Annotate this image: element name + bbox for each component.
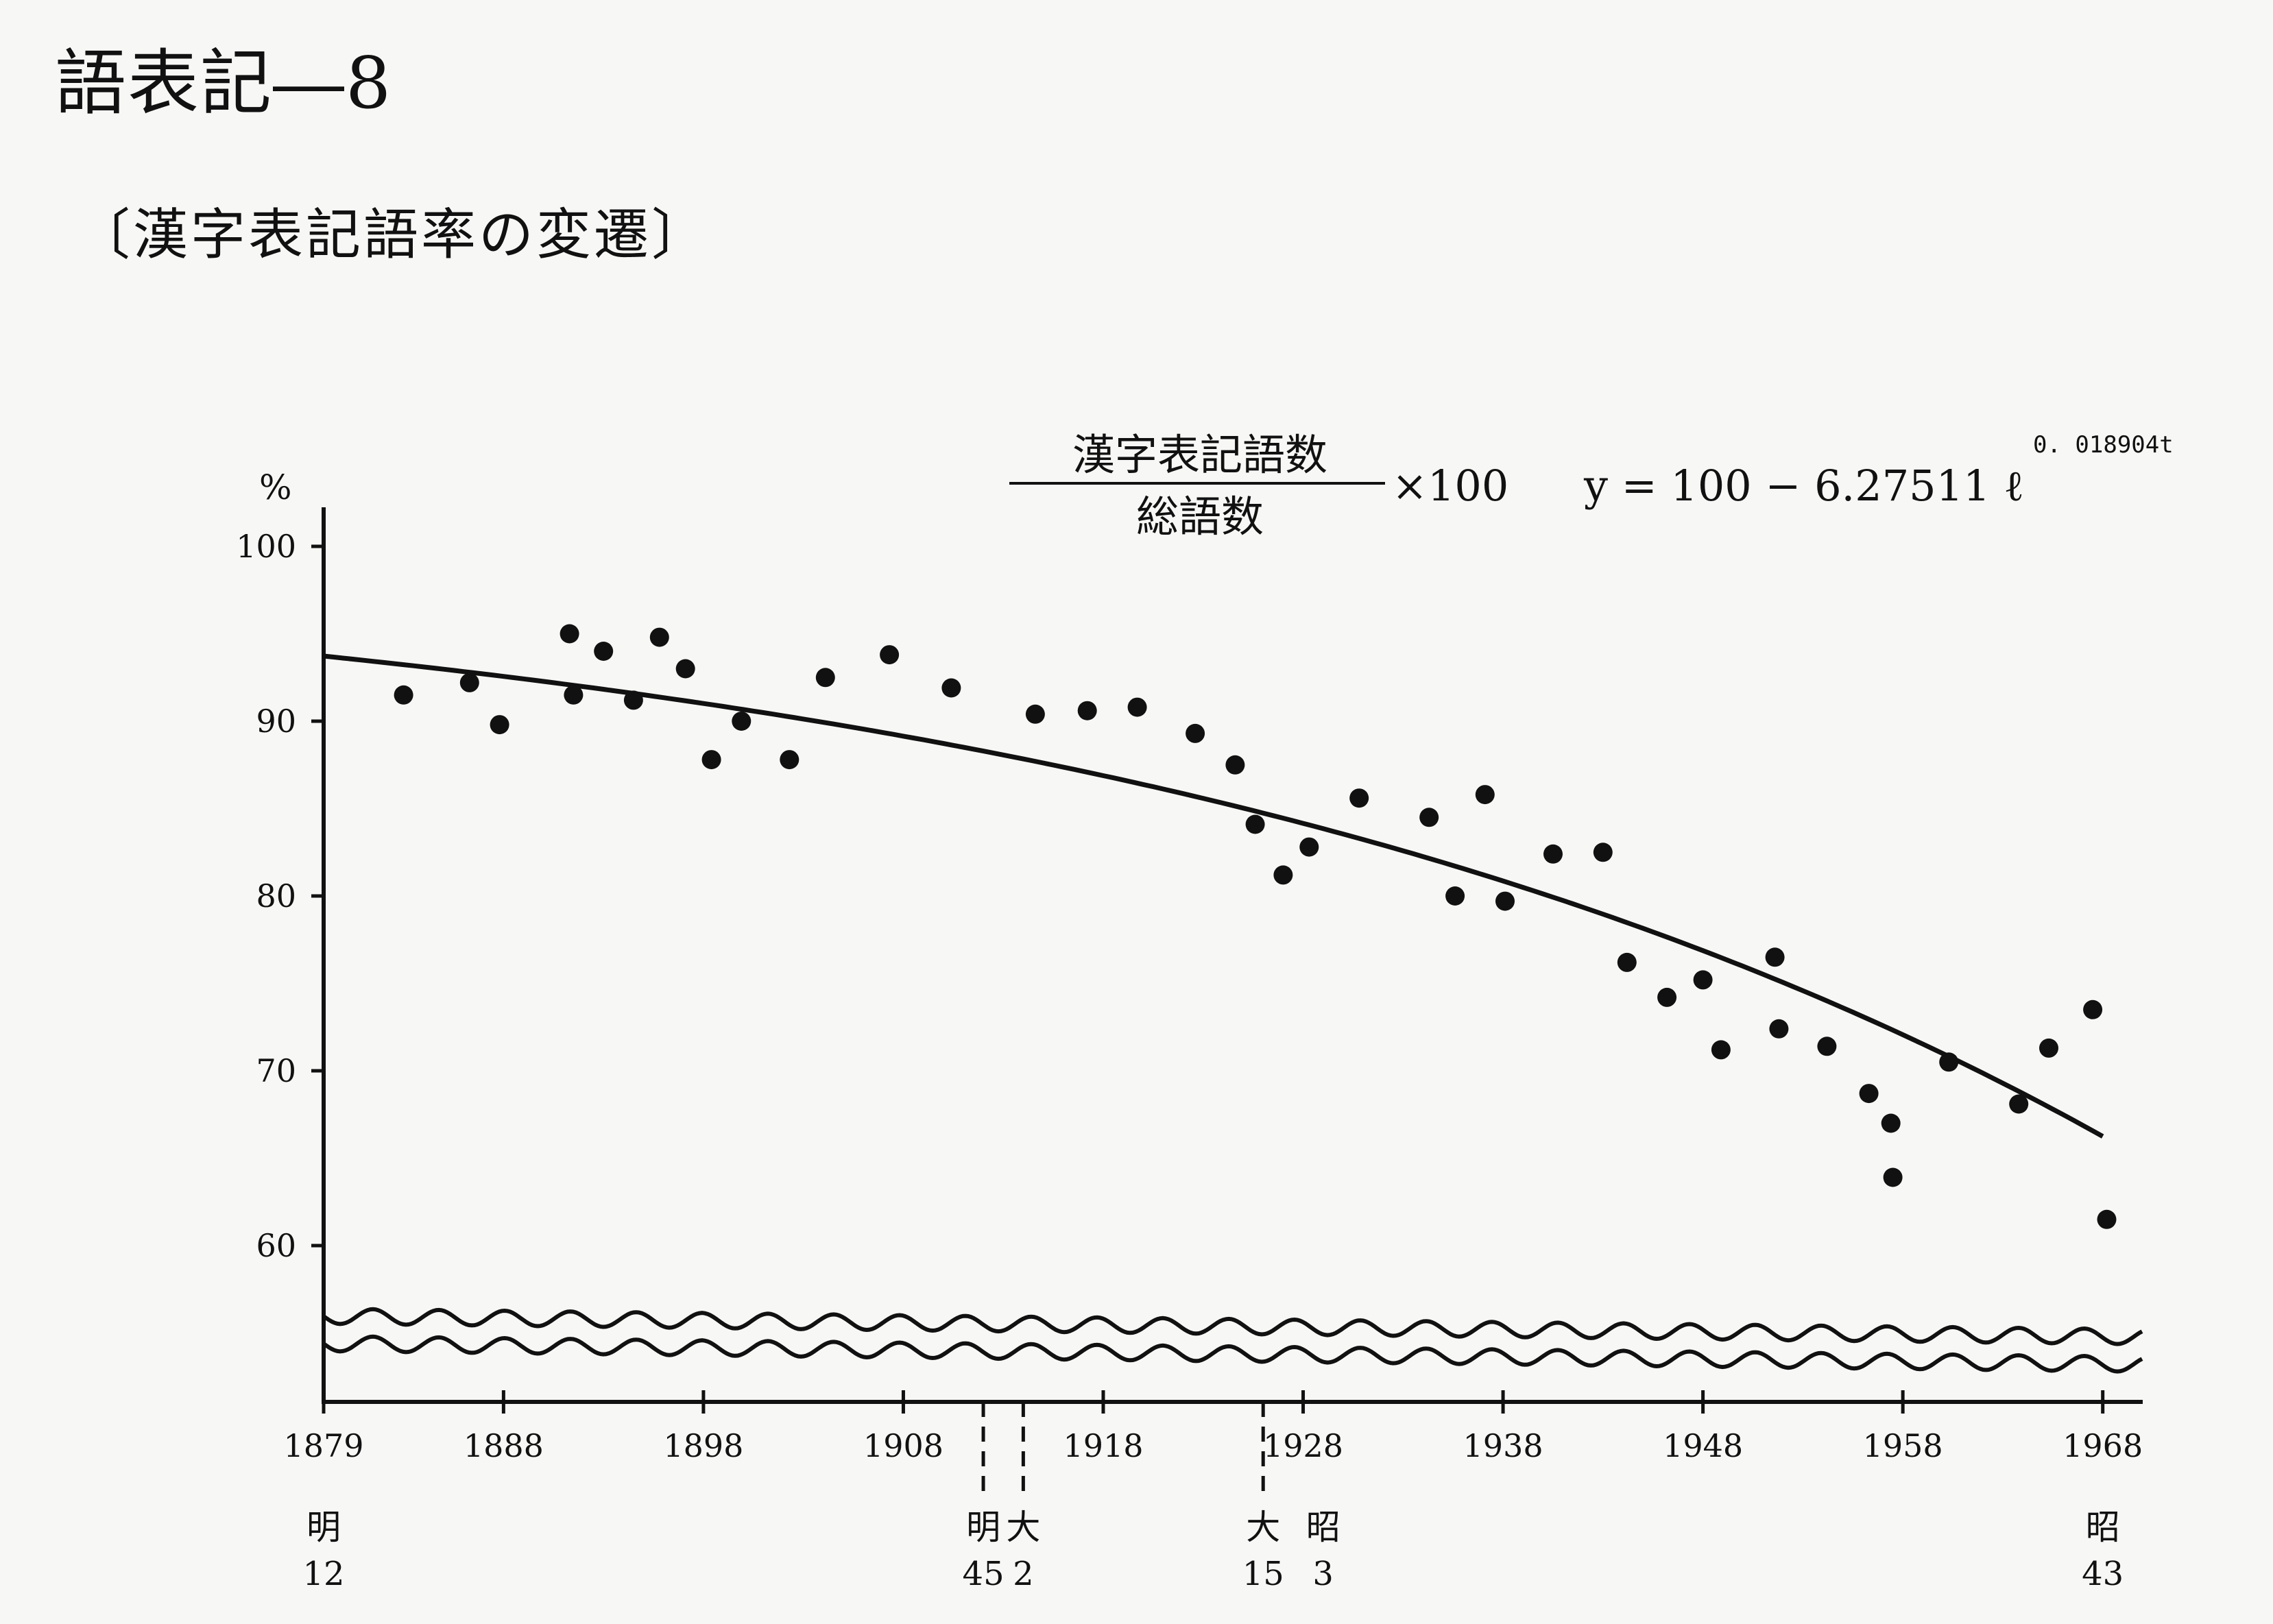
data-point bbox=[1186, 723, 1205, 743]
data-point bbox=[1445, 886, 1465, 906]
data-point bbox=[675, 659, 695, 679]
data-point bbox=[1769, 1019, 1789, 1039]
data-point bbox=[1245, 814, 1265, 834]
data-point bbox=[2083, 999, 2103, 1019]
data-point bbox=[1711, 1040, 1731, 1060]
era-year: 2 bbox=[1013, 1555, 1034, 1593]
data-point bbox=[2039, 1038, 2058, 1058]
x-tick-label: 1948 bbox=[1663, 1427, 1743, 1464]
data-point bbox=[1225, 755, 1245, 775]
era-name: 大 bbox=[1246, 1507, 1280, 1547]
y-tick-label: 60 bbox=[256, 1227, 296, 1264]
era-name: 明 bbox=[966, 1507, 1000, 1547]
x-tick-label: 1958 bbox=[1863, 1427, 1943, 1464]
data-point bbox=[1077, 701, 1097, 720]
chart-subtitle: 〔漢字表記語率の変遷〕 bbox=[75, 203, 709, 267]
formula-multiplier: ×100 bbox=[1392, 461, 1508, 511]
era-year: 12 bbox=[302, 1555, 344, 1593]
data-point bbox=[1765, 947, 1785, 967]
data-point bbox=[560, 624, 579, 644]
data-point bbox=[1299, 837, 1319, 857]
formula-fit: y = 100 − 6.27511 ℓ bbox=[1583, 461, 2024, 511]
data-point bbox=[1693, 970, 1713, 990]
formula-numerator: 漢字表記語数 bbox=[1072, 430, 1327, 480]
data-point bbox=[1593, 843, 1613, 862]
era-year: 43 bbox=[2082, 1555, 2124, 1593]
era-name: 昭 bbox=[1306, 1507, 1340, 1547]
data-point bbox=[2009, 1094, 2029, 1114]
era-year: 15 bbox=[1242, 1555, 1284, 1593]
data-point bbox=[2097, 1209, 2117, 1229]
data-point bbox=[1495, 891, 1515, 911]
data-point bbox=[1349, 788, 1369, 808]
data-point bbox=[1817, 1037, 1837, 1056]
data-point bbox=[623, 690, 643, 710]
data-point bbox=[1127, 697, 1147, 717]
x-tick-label: 1879 bbox=[283, 1427, 363, 1464]
era-name: 昭 bbox=[2086, 1507, 2120, 1547]
page-title: 語表記―8 bbox=[55, 41, 393, 125]
data-point bbox=[1657, 987, 1677, 1007]
x-tick-label: 1898 bbox=[663, 1427, 743, 1464]
data-point bbox=[1543, 844, 1563, 864]
era-year: 45 bbox=[963, 1555, 1005, 1593]
formula-exponent: 0. 018904t bbox=[2033, 431, 2174, 459]
data-point bbox=[1859, 1084, 1879, 1104]
y-tick-label: 100 bbox=[236, 528, 296, 565]
data-point bbox=[649, 627, 669, 647]
y-tick-label: 90 bbox=[256, 703, 296, 740]
fit-curve bbox=[323, 653, 2104, 1139]
y-axis-unit: % bbox=[259, 468, 292, 507]
x-tick-label: 1888 bbox=[464, 1427, 544, 1464]
era-name: 明 bbox=[306, 1507, 341, 1547]
data-point bbox=[394, 685, 413, 705]
data-point bbox=[1883, 1167, 1903, 1187]
data-point bbox=[941, 678, 961, 698]
era-name: 大 bbox=[1006, 1507, 1040, 1547]
era-year: 3 bbox=[1312, 1555, 1334, 1593]
axis-break-wave-lower bbox=[322, 1334, 2143, 1374]
data-point bbox=[1475, 785, 1495, 805]
x-tick-label: 1928 bbox=[1263, 1427, 1343, 1464]
data-point bbox=[594, 642, 614, 661]
x-tick-label: 1968 bbox=[2062, 1427, 2143, 1464]
data-point bbox=[780, 750, 799, 770]
x-tick-label: 1908 bbox=[863, 1427, 943, 1464]
x-tick-label: 1918 bbox=[1063, 1427, 1143, 1464]
data-point bbox=[1617, 952, 1637, 972]
data-point bbox=[459, 672, 479, 692]
y-tick-label: 80 bbox=[256, 877, 296, 914]
axis-break-wave-upper bbox=[322, 1307, 2143, 1346]
data-point bbox=[1881, 1113, 1901, 1133]
data-point bbox=[1025, 704, 1045, 724]
x-tick-label: 1938 bbox=[1463, 1427, 1543, 1464]
y-tick-label: 70 bbox=[256, 1052, 296, 1089]
data-point bbox=[1273, 865, 1293, 885]
data-point bbox=[732, 712, 751, 731]
data-point bbox=[490, 715, 509, 735]
data-point bbox=[701, 750, 721, 770]
formula-denominator: 総語数 bbox=[1136, 492, 1264, 542]
data-point bbox=[1939, 1052, 1959, 1072]
data-point bbox=[1419, 808, 1439, 827]
data-point bbox=[815, 668, 835, 688]
data-point bbox=[880, 645, 900, 665]
data-point bbox=[564, 685, 584, 705]
